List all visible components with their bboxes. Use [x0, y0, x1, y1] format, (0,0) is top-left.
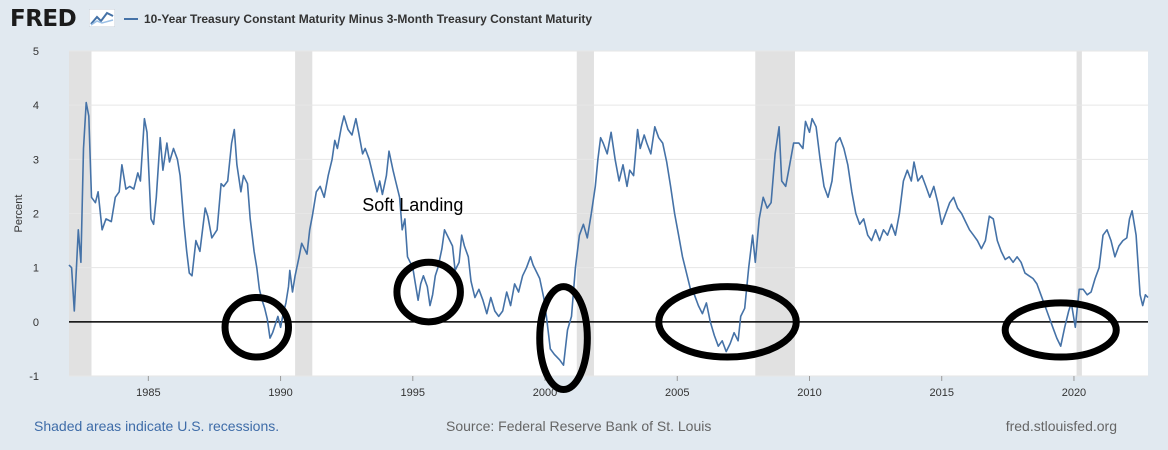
x-tick-label: 2015 — [929, 387, 953, 399]
site-link[interactable]: fred.stlouisfed.org — [1005, 418, 1117, 434]
chart-legend[interactable]: 10-Year Treasury Constant Maturity Minus… — [124, 12, 592, 26]
x-tick-label: 2010 — [797, 387, 821, 399]
fred-logo[interactable]: FRED — [10, 6, 77, 32]
annotation-ellipse — [221, 293, 293, 361]
x-tick-label: 2020 — [1062, 387, 1086, 399]
y-tick-label: 0 — [33, 317, 39, 329]
annotation-ellipse — [655, 283, 800, 361]
y-tick-label: 1 — [33, 263, 39, 275]
x-tick-label: 1985 — [136, 387, 160, 399]
annotation-ellipse — [393, 258, 464, 326]
chart-canvas: -1 0 1 2 3 4 5 1985 1990 1995 2000 2005 2010 2015 202… — [13, 46, 1149, 399]
x-axis: 1985 1990 1995 2000 2005 2010 2015 2020 — [136, 376, 1086, 399]
legend-swatch — [124, 18, 138, 20]
chart-header: FRED 10-Year Treasury Constant Maturity … — [0, 0, 1168, 40]
y-axis: -1 0 1 2 3 4 5 — [29, 46, 39, 383]
annotation-layer: Soft Landing — [221, 195, 1120, 394]
series-layer — [68, 101, 1149, 367]
y-tick-label: -1 — [29, 371, 39, 383]
x-tick-label: 1990 — [268, 387, 292, 399]
soft-landing-annotation: Soft Landing — [362, 195, 463, 215]
x-tick-label: 1995 — [401, 387, 425, 399]
fred-chart-logo-icon — [89, 9, 115, 27]
legend-series-label: 10-Year Treasury Constant Maturity Minus… — [144, 12, 593, 26]
y-tick-label: 3 — [33, 154, 39, 166]
y-tick-label: 5 — [33, 46, 39, 58]
recession-note-link[interactable]: Shaded areas indicate U.S. recessions. — [34, 418, 280, 434]
x-tick-label: 2005 — [665, 387, 689, 399]
annotation-ellipse — [1001, 299, 1120, 361]
y-tick-label: 2 — [33, 209, 39, 221]
source-text: Source: Federal Reserve Bank of St. Loui… — [446, 418, 712, 434]
annotation-ellipse — [536, 283, 591, 394]
y-tick-label: 4 — [33, 100, 39, 112]
x-tick-label: 2000 — [533, 387, 557, 399]
series-line — [68, 101, 1149, 367]
y-axis-label: Percent — [13, 195, 25, 233]
